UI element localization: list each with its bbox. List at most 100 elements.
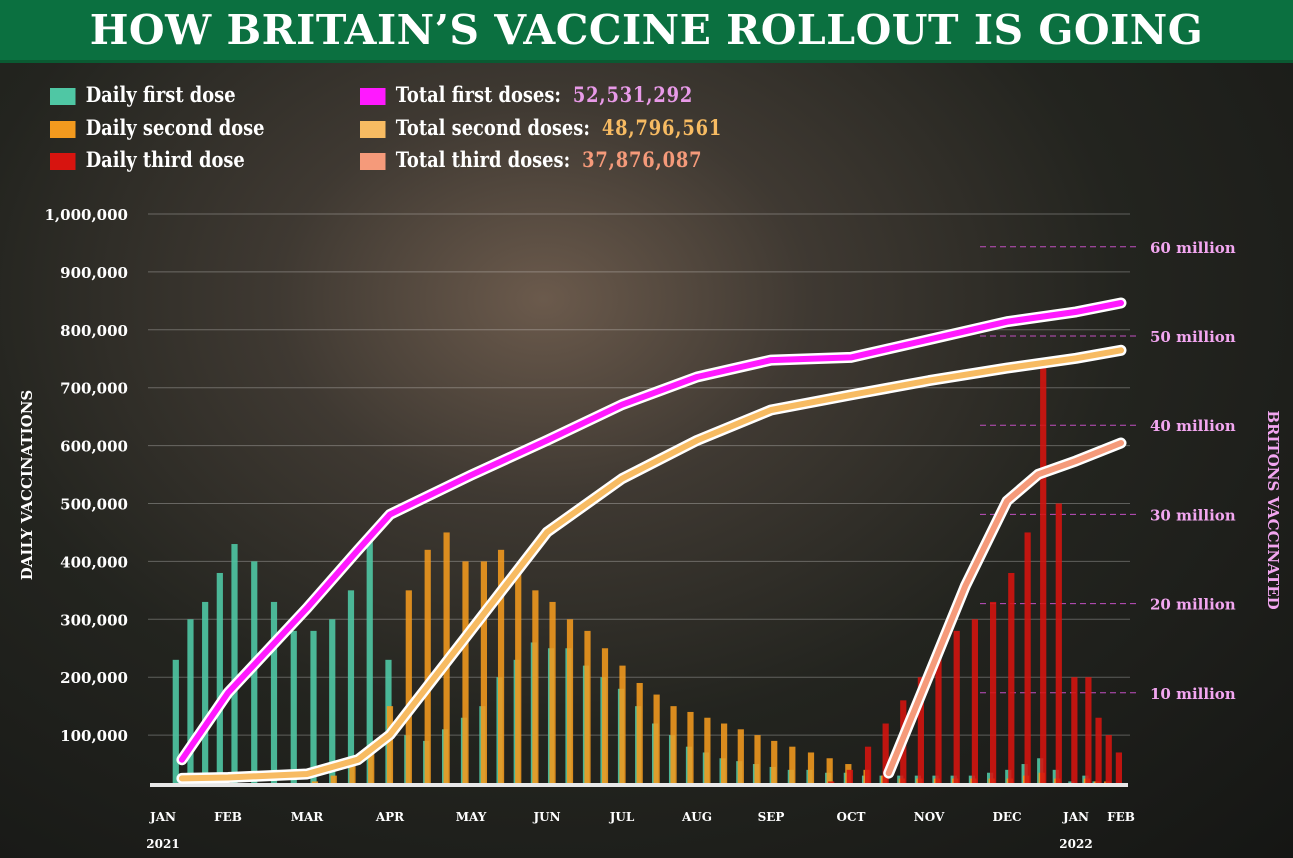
legend-value: 37,876,087 [582, 147, 703, 172]
y2-tick-label: 40 million [1150, 417, 1236, 435]
legend-daily-third: Daily third dose [50, 147, 245, 172]
y-tick-label: 500,000 [60, 496, 128, 514]
bar [366, 532, 373, 785]
legend-swatch [360, 153, 386, 170]
bar [1095, 717, 1102, 785]
y2-tick-label: 20 million [1150, 596, 1236, 614]
y-tick-label: 600,000 [60, 438, 128, 456]
y-tick-label: 700,000 [60, 380, 128, 398]
bar [846, 769, 853, 785]
bar [187, 619, 194, 785]
bar [202, 601, 209, 785]
legend-label: Daily third dose [85, 147, 245, 172]
bar [1105, 735, 1112, 785]
bar [216, 572, 223, 785]
legend-swatch [50, 88, 76, 105]
legend-label: Daily second dose [85, 115, 265, 140]
bar [515, 572, 522, 785]
bar [424, 549, 431, 785]
x-tick-label: OCT [837, 810, 866, 824]
chart-title: HOW BRITAIN’S VACCINE ROLLOUT IS GOING [0, 0, 1293, 63]
bar [290, 630, 297, 785]
bar [1071, 677, 1078, 785]
x-tick-label: DEC [992, 810, 1021, 824]
bar [953, 630, 960, 785]
x-tick-label: MAR [291, 810, 325, 824]
bar [771, 740, 778, 785]
line-series-1 [178, 300, 1124, 763]
x-tick-label: MAY [456, 810, 487, 824]
bar [1085, 677, 1092, 785]
legend-total-first: Total first doses: 52,531,292 [360, 82, 693, 107]
bar [310, 630, 317, 785]
bar [935, 648, 942, 785]
bar [386, 706, 394, 785]
bar [917, 677, 924, 785]
y-tick-label: 900,000 [60, 264, 128, 282]
legend-total-second: Total second doses: 48,796,561 [360, 115, 722, 140]
y2-tick-label: 30 million [1150, 506, 1236, 524]
y-tick-label: 100,000 [60, 727, 128, 745]
bar [368, 746, 375, 785]
bar [462, 561, 469, 785]
legend-swatch [360, 88, 386, 105]
bar [584, 630, 591, 785]
bar [653, 694, 660, 785]
legend-daily-first: Daily first dose [50, 82, 236, 107]
bar [826, 758, 833, 785]
y-tick-label: 400,000 [60, 553, 128, 571]
bar [670, 706, 677, 785]
y-tick-label: 800,000 [60, 322, 128, 340]
legend-swatch [50, 121, 76, 138]
legend-daily-second: Daily second dose [50, 115, 265, 140]
y2-tick-label: 50 million [1150, 328, 1236, 346]
bar [704, 717, 711, 785]
bar [636, 682, 643, 785]
legend-label: Daily first dose [85, 82, 236, 107]
x-tick-year: 2022 [1059, 837, 1092, 851]
y2-tick-label: 60 million [1150, 239, 1236, 257]
legend-label: Total first doses: [395, 82, 561, 107]
legend-value: 48,796,561 [601, 115, 723, 140]
bar-series-2 [292, 532, 1121, 785]
legend-label: Total second doses: [395, 115, 590, 140]
bar [1024, 532, 1031, 785]
x-tick-label: JUN [532, 810, 560, 824]
bar [720, 723, 728, 785]
x-tick-label: APR [375, 810, 405, 824]
x-tick-label: FEB [1107, 810, 1135, 824]
bar [1040, 358, 1047, 785]
bar-series-3 [828, 358, 1122, 785]
bar [270, 601, 278, 785]
x-tick-label: SEP [758, 810, 785, 824]
x-tick-label: AUG [681, 810, 712, 824]
bar [497, 549, 505, 785]
line-series-3 [885, 440, 1124, 777]
bar [789, 746, 796, 785]
legend-value: 52,531,292 [572, 82, 694, 107]
x-tick-label: JUL [609, 810, 635, 824]
bar [882, 723, 889, 785]
legend-total-third: Total third doses: 37,876,087 [360, 147, 702, 172]
bar [172, 659, 179, 785]
legend-swatch [360, 121, 386, 138]
x-tick-label: FEB [214, 810, 242, 824]
legend-label: Total third doses: [395, 147, 571, 172]
y-tick-label: 300,000 [60, 611, 128, 629]
bar [754, 735, 761, 785]
bar [990, 601, 997, 785]
bar [737, 729, 744, 785]
bar [330, 775, 337, 785]
x-tick-label: JAN [149, 810, 176, 824]
bar [347, 590, 355, 785]
bar [687, 711, 694, 785]
bar [405, 590, 412, 785]
bar [329, 619, 336, 785]
bar [1055, 503, 1062, 785]
y-tick-label: 1,000,000 [44, 206, 128, 224]
x-tick-label: JAN [1062, 810, 1089, 824]
y-axis-title: DAILY VACCINATIONS [18, 390, 36, 581]
bar [1115, 752, 1122, 785]
bar [807, 752, 815, 785]
bar [864, 746, 872, 785]
